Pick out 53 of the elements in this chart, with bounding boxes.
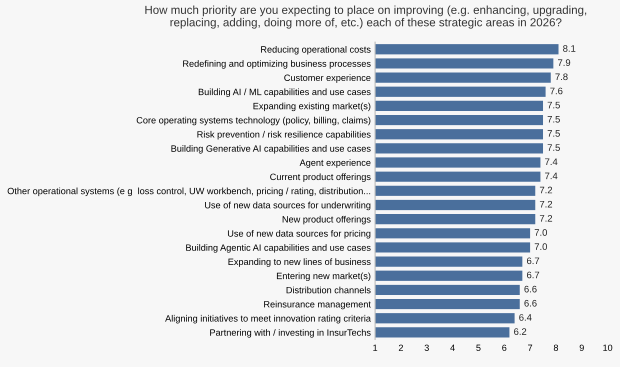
chart-title: How much priority are you expecting to place on improving (e.g. enhancing, upgrading, replacing, adding, doing more of, etc.) each of these strategic areas in 2026? [145,6,586,29]
x-tick-label: 3 [424,344,429,351]
y-tick-label: Building Generative AI capabilities and use cases [171,145,371,154]
data-label: 7.5 [548,116,560,123]
x-tick-label: 8 [554,344,558,351]
data-label: 7.2 [540,200,552,208]
x-tick-label: 10 [603,344,612,351]
data-label: 7.4 [545,172,558,180]
data-label: 7.2 [540,215,552,222]
y-tick-label: Partnering with / investing in InsurTechs [210,329,371,338]
data-label: 6.6 [524,286,537,292]
data-label: 7.9 [558,59,570,66]
y-tick-label: Other operational systems (e g loss control, UW workbench, pricing / rating, distribution... [8,188,370,196]
data-label: 7.4 [545,158,558,165]
data-label: 6.6 [524,300,537,307]
data-label: 8.1 [563,45,576,52]
data-label: 7.5 [548,144,560,151]
data-label: 6.2 [514,328,526,335]
y-tick-label: Agent experience [300,159,371,168]
y-tick-label: Expanding existing market(s) [253,102,370,112]
x-tick-label: 7 [528,344,532,351]
data-label: 7.2 [540,186,552,194]
y-tick-label: Use of new data sources for pricing [228,230,370,239]
y-tick-label: Aligning initiatives to meet innovation rating criteria [165,314,371,324]
data-label: 7.8 [555,73,568,80]
x-tick-label: 1 [373,344,378,351]
y-tick-label: Risk prevention / risk resilience capabilities [197,130,371,140]
data-label: 6.7 [526,257,540,264]
y-tick-label: Building Agentic AI capabilities and use cases [186,244,371,253]
y-tick-label: Use of new data sources for underwriting [205,202,370,210]
data-label: 7.5 [548,102,560,108]
x-tick-label: 6 [502,344,506,351]
data-label: 6.4 [519,314,532,321]
x-tick-label: 5 [476,344,481,351]
y-tick-label: Building AI / ML capabilities and use cases [198,88,371,97]
y-tick-label: Current product offerings [270,173,371,182]
x-tick-label: 4 [450,344,455,351]
y-tick-label: Redefining and optimizing business processes [183,60,371,69]
y-tick-label: Reinsurance management [264,300,371,310]
data-label: 6.7 [526,272,540,278]
y-tick-label: Entering new market(s) [276,272,370,281]
y-tick-label: Expanding to new lines of business [228,258,371,267]
data-label: 7.0 [534,229,548,236]
data-label: 7.6 [550,88,562,94]
x-tick-label: 9 [580,344,584,351]
data-label: 7.5 [548,130,560,137]
y-tick-label: Customer experience [284,74,371,83]
y-tick-label: Distribution channels [286,286,371,294]
y-tick-label: Reducing operational costs [261,46,371,55]
y-tick-label: Core operating systems technology (policy, billing, claims) [136,116,370,126]
x-tick-label: 2 [398,344,403,351]
y-tick-label: New product offerings [282,216,371,224]
data-label: 7.0 [534,243,548,250]
